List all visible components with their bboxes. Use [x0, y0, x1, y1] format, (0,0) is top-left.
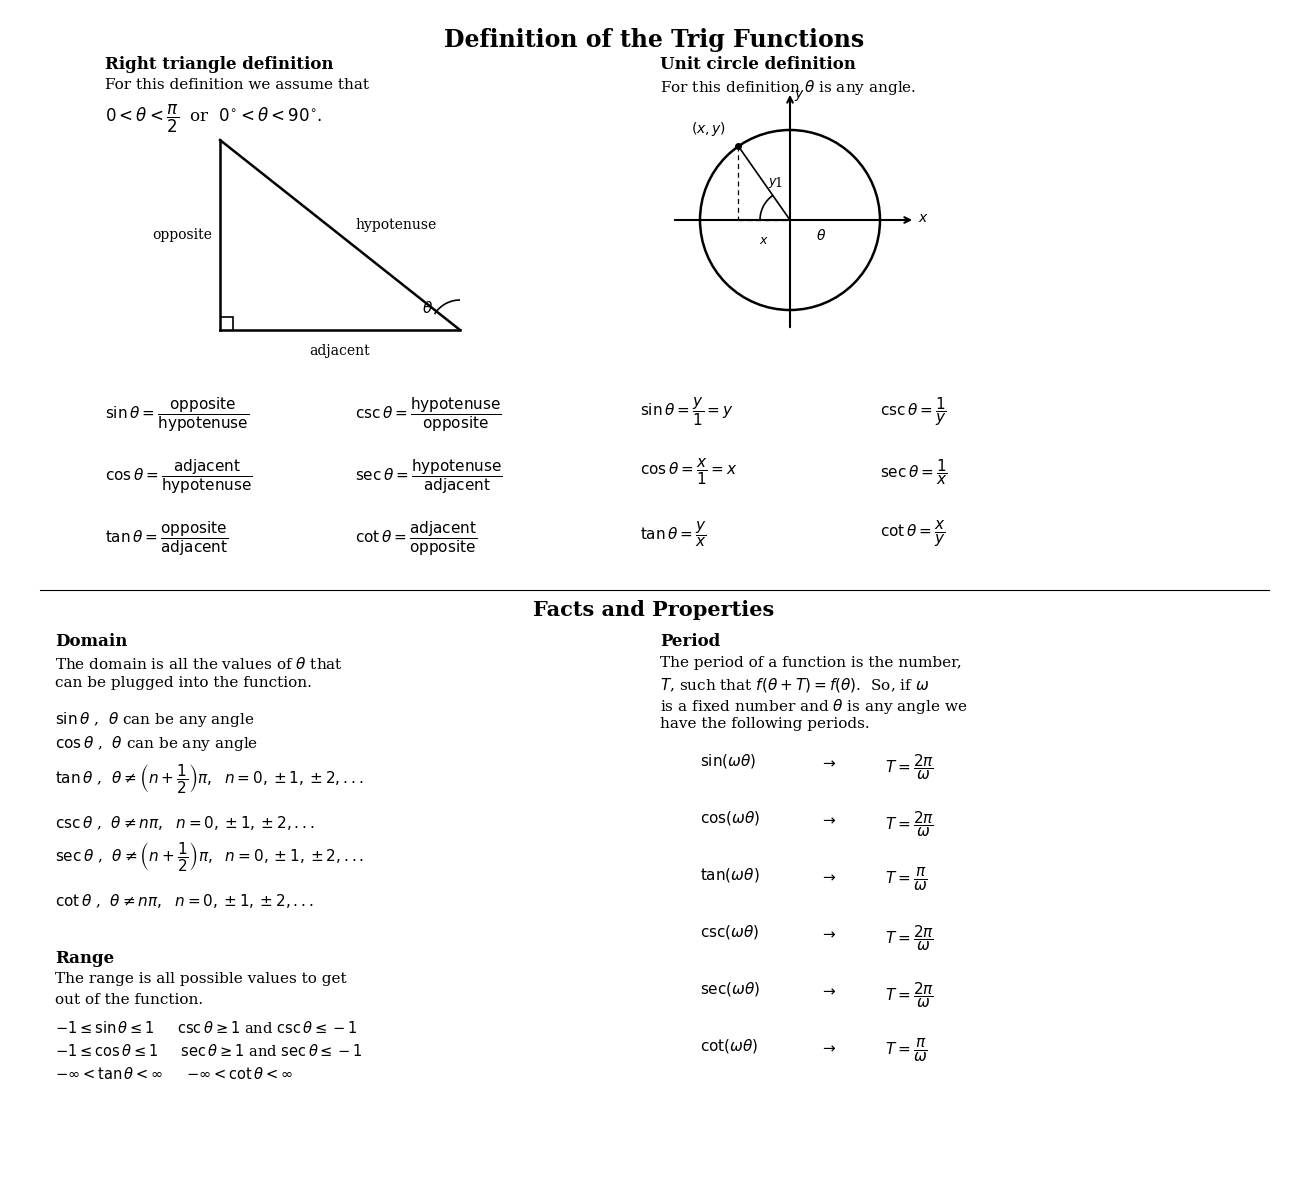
Text: $\rightarrow$: $\rightarrow$ — [819, 926, 836, 941]
Text: $\rightarrow$: $\rightarrow$ — [819, 870, 836, 884]
Text: opposite: opposite — [152, 228, 212, 242]
Text: $\rightarrow$: $\rightarrow$ — [819, 1040, 836, 1055]
Text: $\cos\theta =\dfrac{\mathrm{adjacent}}{\mathrm{hypotenuse}}$: $\cos\theta =\dfrac{\mathrm{adjacent}}{\… — [105, 457, 253, 496]
Text: $T=\dfrac{2\pi}{\omega}$: $T=\dfrac{2\pi}{\omega}$ — [885, 809, 935, 839]
Text: $\sec\theta =\dfrac{\mathrm{hypotenuse}}{\mathrm{adjacent}}$: $\sec\theta =\dfrac{\mathrm{hypotenuse}}… — [355, 457, 503, 496]
Text: $\cot\theta$ ,  $\theta \neq n\pi,\ \ n=0,\pm1,\pm2,...$: $\cot\theta$ , $\theta \neq n\pi,\ \ n=0… — [55, 892, 314, 910]
Text: For this definition we assume that: For this definition we assume that — [105, 78, 369, 92]
Text: $(x, y)$: $(x, y)$ — [691, 120, 726, 138]
Text: $\tan\theta =\dfrac{y}{x}$: $\tan\theta =\dfrac{y}{x}$ — [640, 518, 707, 548]
Text: The domain is all the values of $\theta$ that: The domain is all the values of $\theta$… — [55, 656, 343, 672]
Text: have the following periods.: have the following periods. — [660, 716, 869, 731]
Text: $x$: $x$ — [759, 234, 770, 247]
Text: Range: Range — [55, 950, 114, 967]
Text: $\rightarrow$: $\rightarrow$ — [819, 984, 836, 998]
Text: Right triangle definition: Right triangle definition — [105, 56, 334, 73]
Text: $T=\dfrac{\pi}{\omega}$: $T=\dfrac{\pi}{\omega}$ — [885, 1037, 928, 1063]
Text: $x$: $x$ — [918, 211, 928, 226]
Text: $-\infty<\tan\theta<\infty$     $-\infty<\cot\theta<\infty$: $-\infty<\tan\theta<\infty$ $-\infty<\co… — [55, 1066, 293, 1082]
Text: The range is all possible values to get: The range is all possible values to get — [55, 972, 347, 986]
Text: $\rightarrow$: $\rightarrow$ — [819, 756, 836, 770]
Text: $T$, such that $f(\theta+T)=f(\theta)$.  So, if $\omega$: $T$, such that $f(\theta+T)=f(\theta)$. … — [660, 676, 929, 694]
Text: $\rightarrow$: $\rightarrow$ — [819, 814, 836, 827]
Text: $T=\dfrac{\pi}{\omega}$: $T=\dfrac{\pi}{\omega}$ — [885, 866, 928, 893]
Text: $\sin\theta$ ,  $\theta$ can be any angle: $\sin\theta$ , $\theta$ can be any angle — [55, 710, 254, 728]
Text: Unit circle definition: Unit circle definition — [660, 56, 856, 73]
Text: $\cot\theta =\dfrac{x}{y}$: $\cot\theta =\dfrac{x}{y}$ — [880, 518, 945, 548]
Text: $\sin\theta =\dfrac{\mathrm{opposite}}{\mathrm{hypotenuse}}$: $\sin\theta =\dfrac{\mathrm{opposite}}{\… — [105, 395, 249, 433]
Text: $T=\dfrac{2\pi}{\omega}$: $T=\dfrac{2\pi}{\omega}$ — [885, 752, 935, 781]
Text: $\cos\theta$ ,  $\theta$ can be any angle: $\cos\theta$ , $\theta$ can be any angle — [55, 734, 258, 754]
Text: $\sec\theta$ ,  $\theta \neq \left(n+\dfrac{1}{2}\right)\pi,\ \ n=0,\pm1,\pm2,..: $\sec\theta$ , $\theta \neq \left(n+\dfr… — [55, 840, 364, 874]
Text: For this definition $\theta$ is any angle.: For this definition $\theta$ is any angl… — [660, 78, 916, 97]
Text: Definition of the Trig Functions: Definition of the Trig Functions — [444, 28, 864, 52]
Text: $\tan\theta$ ,  $\theta \neq \left(n+\dfrac{1}{2}\right)\pi,\ \ n=0,\pm1,\pm2,..: $\tan\theta$ , $\theta \neq \left(n+\dfr… — [55, 762, 364, 794]
Text: adjacent: adjacent — [310, 344, 370, 358]
Text: $\csc\theta$ ,  $\theta \neq n\pi,\ \ n=0,\pm1,\pm2,...$: $\csc\theta$ , $\theta \neq n\pi,\ \ n=0… — [55, 814, 314, 832]
Text: $\cot\theta =\dfrac{\mathrm{adjacent}}{\mathrm{opposite}}$: $\cot\theta =\dfrac{\mathrm{adjacent}}{\… — [355, 518, 478, 558]
Text: $\tan(\omega\theta)$: $\tan(\omega\theta)$ — [700, 866, 759, 884]
Text: 1: 1 — [774, 176, 783, 190]
Text: Domain: Domain — [55, 634, 127, 650]
Text: out of the function.: out of the function. — [55, 994, 203, 1007]
Text: Period: Period — [660, 634, 720, 650]
Text: $\theta$: $\theta$ — [421, 300, 433, 316]
Text: $\csc\theta =\dfrac{\mathrm{hypotenuse}}{\mathrm{opposite}}$: $\csc\theta =\dfrac{\mathrm{hypotenuse}}… — [355, 395, 501, 433]
Text: $-1\leq\cos\theta\leq1$     $\sec\theta\geq1$ and $\sec\theta\leq-1$: $-1\leq\cos\theta\leq1$ $\sec\theta\geq1… — [55, 1043, 363, 1058]
Text: $\cos(\omega\theta)$: $\cos(\omega\theta)$ — [700, 809, 761, 827]
Text: is a fixed number and $\theta$ is any angle we: is a fixed number and $\theta$ is any an… — [660, 697, 967, 716]
Text: Facts and Properties: Facts and Properties — [533, 600, 775, 620]
Text: $\sin(\omega\theta)$: $\sin(\omega\theta)$ — [700, 752, 757, 770]
Text: $0<\theta <\dfrac{\pi}{2}$  or  $0^{\circ}<\theta <90^{\circ}.$: $0<\theta <\dfrac{\pi}{2}$ or $0^{\circ}… — [105, 103, 322, 136]
Text: $\tan\theta =\dfrac{\mathrm{opposite}}{\mathrm{adjacent}}$: $\tan\theta =\dfrac{\mathrm{opposite}}{\… — [105, 518, 229, 558]
Text: $\cos\theta =\dfrac{x}{1}=x$: $\cos\theta =\dfrac{x}{1}=x$ — [640, 457, 738, 487]
Text: $\sec\theta =\dfrac{1}{x}$: $\sec\theta =\dfrac{1}{x}$ — [880, 457, 948, 487]
Text: $\csc\theta =\dfrac{1}{y}$: $\csc\theta =\dfrac{1}{y}$ — [880, 395, 946, 427]
Text: can be plugged into the function.: can be plugged into the function. — [55, 676, 312, 690]
Text: $\csc(\omega\theta)$: $\csc(\omega\theta)$ — [700, 923, 759, 941]
Text: hypotenuse: hypotenuse — [355, 218, 436, 232]
Text: $y$: $y$ — [768, 176, 778, 190]
Text: $\cot(\omega\theta)$: $\cot(\omega\theta)$ — [700, 1037, 758, 1055]
Text: The period of a function is the number,: The period of a function is the number, — [660, 656, 962, 670]
Text: $T=\dfrac{2\pi}{\omega}$: $T=\dfrac{2\pi}{\omega}$ — [885, 980, 935, 1009]
Text: $\theta$: $\theta$ — [816, 228, 826, 244]
Text: $\sin\theta =\dfrac{y}{1}=y$: $\sin\theta =\dfrac{y}{1}=y$ — [640, 395, 734, 427]
Text: $\sec(\omega\theta)$: $\sec(\omega\theta)$ — [700, 980, 761, 998]
Text: $-1\leq\sin\theta\leq1$     $\csc\theta\geq1$ and $\csc\theta\leq-1$: $-1\leq\sin\theta\leq1$ $\csc\theta\geq1… — [55, 1020, 357, 1036]
Text: $T=\dfrac{2\pi}{\omega}$: $T=\dfrac{2\pi}{\omega}$ — [885, 923, 935, 953]
Text: $y$: $y$ — [795, 88, 805, 103]
